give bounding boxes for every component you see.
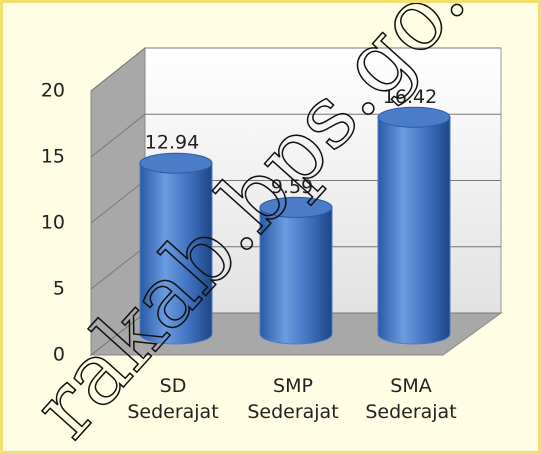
x-tick-label: SMP Sederajat xyxy=(247,375,339,423)
bar xyxy=(377,116,451,345)
x-tick-label: SD Sederajat xyxy=(127,375,219,423)
y-tick-label: 20 xyxy=(41,80,65,102)
bar xyxy=(139,162,213,345)
y-tick-label: 0 xyxy=(53,344,65,366)
x-tick-label: SMA Sederajat xyxy=(365,375,457,423)
bar-top xyxy=(259,196,333,218)
y-tick-label: 10 xyxy=(41,212,65,234)
grid-line xyxy=(90,47,501,92)
value-label: 16.42 xyxy=(383,86,437,108)
value-label: 12.94 xyxy=(145,132,199,154)
bar xyxy=(259,206,333,345)
bar-top xyxy=(377,106,451,128)
value-label: 9.59 xyxy=(271,176,313,198)
y-tick-label: 5 xyxy=(53,278,65,300)
y-tick-label: 15 xyxy=(41,146,65,168)
bar-top xyxy=(139,152,213,174)
